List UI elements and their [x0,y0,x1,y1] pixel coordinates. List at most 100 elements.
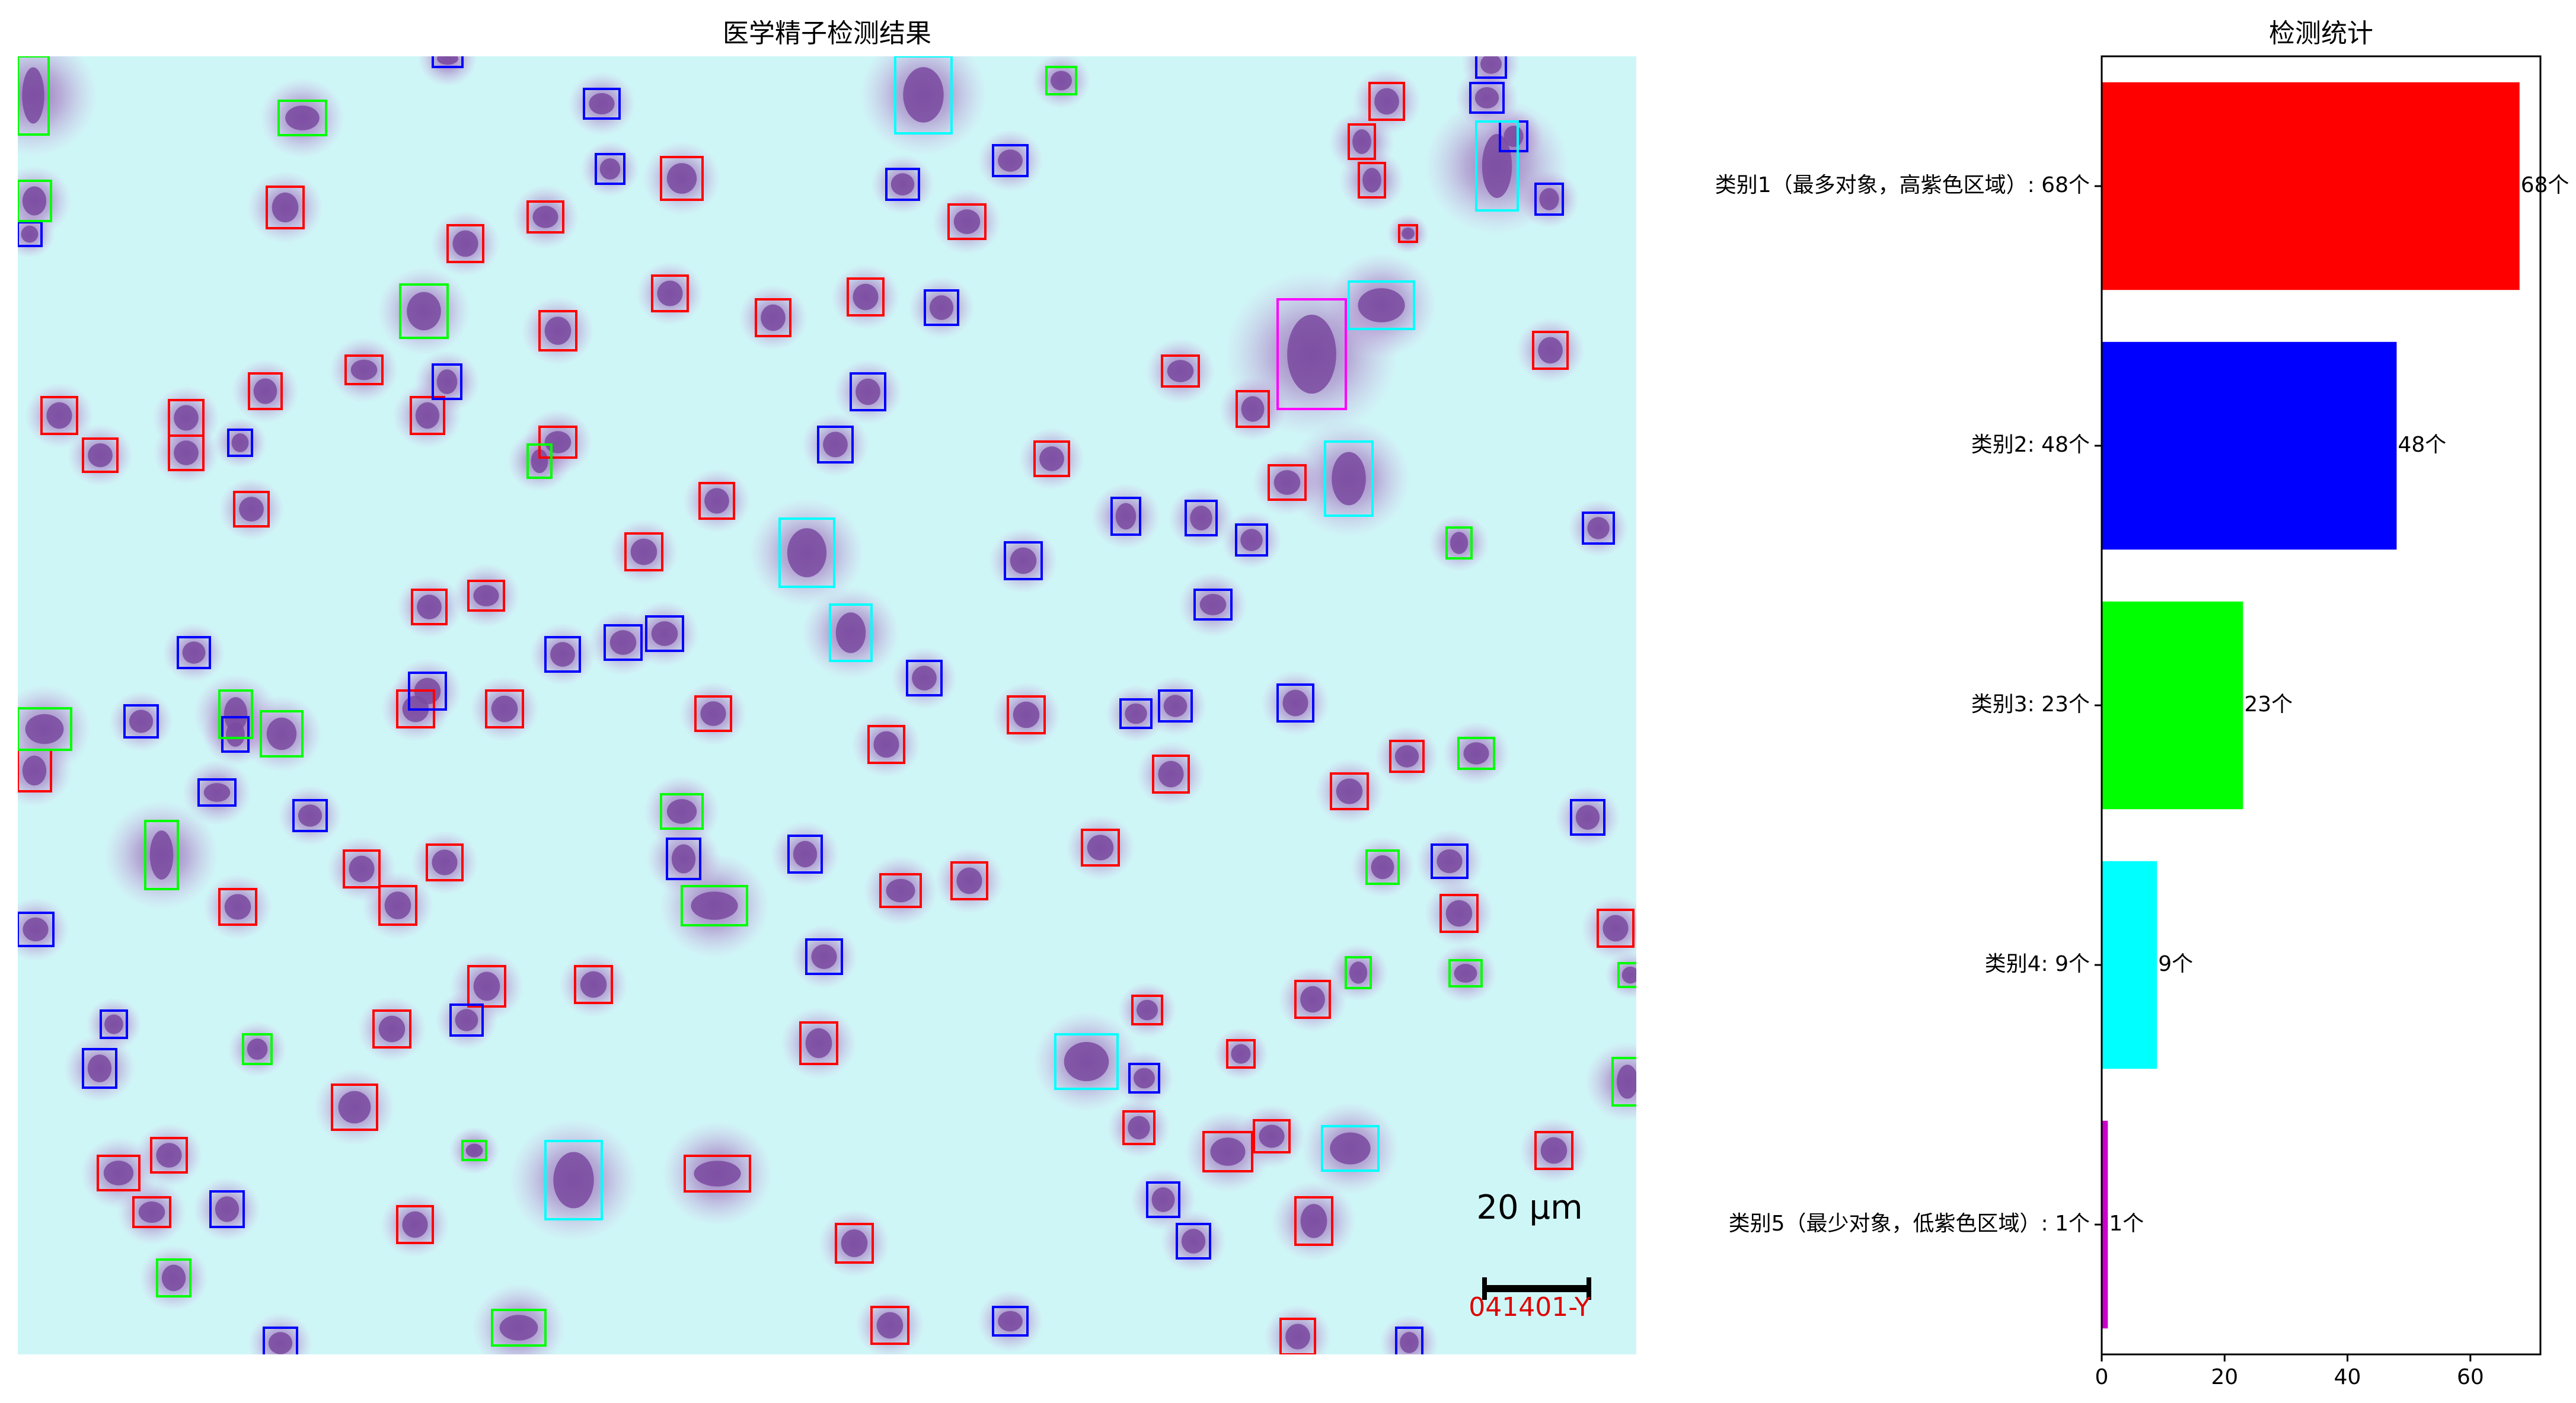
detection-box-class1 [950,861,988,900]
detection-box-class1 [410,396,445,435]
detection-box-class1 [684,1155,751,1193]
detection-box-class1 [799,1021,838,1065]
sperm-head [1273,470,1301,495]
sperm-head [704,488,729,514]
sample-id-label: 041401-Y [1469,1292,1591,1322]
sperm-head [956,867,982,894]
sperm-head [903,67,944,123]
detection-box-class1 [467,965,506,1008]
sperm-head [761,304,786,331]
sperm-head [1231,1044,1251,1064]
sperm-head [499,1315,538,1341]
detection-box-class2 [177,636,211,669]
sperm-head [349,855,375,883]
detection-box-class2 [1128,1063,1160,1094]
detection-box-class2 [221,716,250,753]
detection-box-class3 [526,443,553,479]
sperm-head [856,378,880,405]
detection-box-class4 [894,56,953,135]
detection-box-class1 [1368,82,1405,121]
sperm-head [224,894,251,920]
detection-box-class2 [1110,497,1141,536]
sperm-head [1463,742,1489,765]
sperm-head [25,714,64,744]
sperm-head [224,697,248,731]
detection-box-class2 [449,1003,484,1037]
detection-box-class2 [1276,683,1314,723]
micrograph-image [18,56,1636,1354]
detection-box-class3 [1445,526,1473,560]
sperm-head [1374,88,1399,115]
sperm-head [1445,900,1473,927]
detection-box-class2 [604,624,643,661]
detection-box-class1 [1131,995,1163,1025]
detection-box-class1 [624,532,663,571]
sperm-head [1300,986,1325,1013]
sperm-head [239,497,264,522]
detection-box-class2 [1475,56,1507,79]
sperm-head [531,449,548,474]
sperm-head [691,891,738,920]
sperm-head [253,378,277,404]
sperm-head [1287,314,1336,394]
sperm-head [589,93,615,114]
detection-box-class3 [277,100,327,136]
detection-box-class1 [870,1306,909,1345]
detection-box-class1 [396,1205,434,1244]
detection-box-class1 [1439,894,1479,933]
scale-bar [1482,1277,1591,1300]
bar-3 [2102,601,2243,810]
detection-box-class2 [1395,1327,1423,1354]
detection-box-class1 [1253,1119,1291,1153]
sperm-head [23,917,49,942]
detection-box-class2 [408,672,447,711]
detection-box-class3 [156,1258,191,1297]
sperm-head [1010,547,1037,574]
sperm-head [1617,1065,1636,1099]
chart-axes-frame [2101,55,2542,1356]
detection-box-class1 [879,873,922,908]
sperm-head [700,701,726,726]
sperm-head [417,595,442,619]
scale-bar-tick-right [1587,1277,1591,1300]
sperm-head [853,283,879,311]
detection-box-class1 [1389,740,1425,773]
sperm-head [1051,71,1072,91]
sperm-head [1349,961,1368,984]
detection-box-class3 [1611,1057,1636,1107]
detection-box-class1 [132,1196,171,1228]
sperm-head [1285,1324,1310,1350]
detection-box-class1 [694,695,732,732]
sperm-head [1241,396,1265,422]
sperm-head [231,433,249,452]
sperm-head [694,1161,741,1187]
bar-1 [2102,82,2520,290]
detection-box-class2 [1004,541,1043,580]
sperm-head [1181,1229,1206,1254]
detection-box-class1 [372,1009,411,1049]
sperm-head [1394,745,1419,768]
sperm-head [1454,964,1477,983]
sperm-head [1371,855,1394,880]
sperm-head [841,1229,868,1257]
detection-box-class2 [1146,1181,1180,1218]
sperm-head [651,621,678,646]
detection-box-class2 [1158,689,1193,723]
detection-box-class1 [248,372,283,410]
detection-box-class1 [1033,440,1070,477]
sperm-head [671,844,696,874]
detection-box-class1 [1161,354,1200,388]
detection-box-class3 [461,1140,487,1161]
sperm-head [22,186,47,216]
detection-box-class1 [485,689,524,728]
sperm-head [1064,1041,1109,1082]
sperm-head [285,106,320,130]
sperm-head [298,804,323,827]
detection-box-class1 [467,580,505,612]
sperm-head [1400,1332,1419,1353]
sperm-head [156,1143,182,1168]
detection-box-class1 [1279,1318,1316,1354]
detection-box-class2 [992,144,1029,177]
detection-box-class2 [197,778,237,807]
